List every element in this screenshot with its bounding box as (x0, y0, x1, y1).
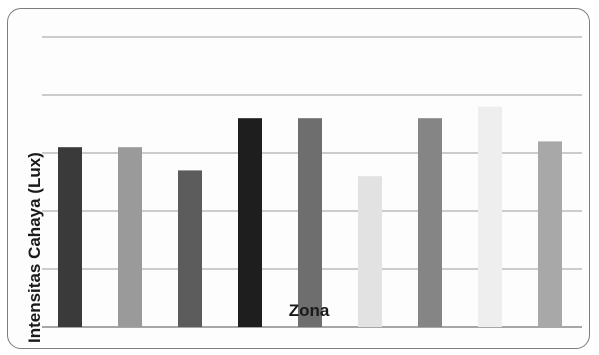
x-axis-label: Zona (289, 301, 330, 320)
y-axis-label: Intensitas Cahaya (Lux) (25, 152, 44, 343)
bar (238, 118, 262, 327)
bar (418, 118, 442, 327)
bar (538, 141, 562, 327)
bar (478, 106, 502, 327)
bars (58, 106, 562, 327)
bar (118, 147, 142, 327)
bar (178, 170, 202, 327)
bar (298, 118, 322, 327)
bar (58, 147, 82, 327)
bar (358, 176, 382, 327)
